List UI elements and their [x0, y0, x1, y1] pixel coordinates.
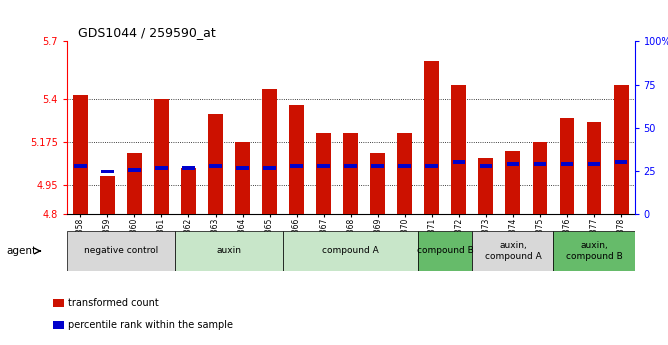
- Bar: [155, 166, 168, 170]
- Bar: [532, 142, 547, 214]
- Bar: [397, 134, 412, 214]
- Bar: [316, 134, 331, 214]
- Bar: [262, 89, 277, 214]
- Bar: [424, 61, 440, 214]
- Bar: [506, 151, 520, 214]
- Bar: [208, 114, 223, 214]
- Bar: [452, 160, 465, 164]
- Text: GDS1044 / 259590_at: GDS1044 / 259590_at: [78, 26, 216, 39]
- Bar: [289, 105, 304, 214]
- Text: compound B: compound B: [417, 246, 474, 256]
- FancyBboxPatch shape: [175, 231, 283, 271]
- Bar: [128, 168, 141, 171]
- Bar: [478, 158, 494, 214]
- Text: agent: agent: [7, 246, 37, 256]
- Bar: [101, 170, 114, 174]
- Bar: [480, 164, 492, 168]
- Bar: [154, 99, 169, 214]
- Bar: [343, 134, 358, 214]
- Bar: [398, 164, 411, 168]
- Bar: [345, 164, 357, 168]
- FancyBboxPatch shape: [283, 231, 418, 271]
- Bar: [100, 176, 115, 214]
- Bar: [587, 122, 601, 214]
- Bar: [236, 166, 249, 170]
- Bar: [182, 166, 195, 170]
- Bar: [235, 142, 250, 214]
- Bar: [560, 162, 573, 166]
- Bar: [615, 160, 627, 164]
- Text: compound A: compound A: [323, 246, 379, 256]
- Bar: [127, 152, 142, 214]
- Bar: [560, 118, 574, 214]
- Text: transformed count: transformed count: [67, 298, 158, 308]
- Bar: [614, 86, 629, 214]
- Bar: [426, 164, 438, 168]
- Text: percentile rank within the sample: percentile rank within the sample: [67, 320, 232, 329]
- Text: auxin,
compound A: auxin, compound A: [484, 241, 541, 261]
- Bar: [73, 95, 88, 214]
- FancyBboxPatch shape: [554, 231, 635, 271]
- Bar: [291, 164, 303, 168]
- Text: negative control: negative control: [84, 246, 158, 256]
- Bar: [53, 299, 63, 307]
- Bar: [74, 164, 87, 168]
- Bar: [209, 164, 222, 168]
- Bar: [506, 162, 519, 166]
- FancyBboxPatch shape: [67, 231, 175, 271]
- Bar: [371, 164, 384, 168]
- Bar: [181, 168, 196, 214]
- Bar: [317, 164, 330, 168]
- Bar: [452, 86, 466, 214]
- Bar: [53, 321, 63, 329]
- FancyBboxPatch shape: [418, 231, 472, 271]
- Bar: [263, 166, 276, 170]
- Bar: [534, 162, 546, 166]
- Bar: [588, 162, 601, 166]
- FancyBboxPatch shape: [472, 231, 554, 271]
- Bar: [370, 152, 385, 214]
- Text: auxin,
compound B: auxin, compound B: [566, 241, 623, 261]
- Text: auxin: auxin: [216, 246, 242, 256]
